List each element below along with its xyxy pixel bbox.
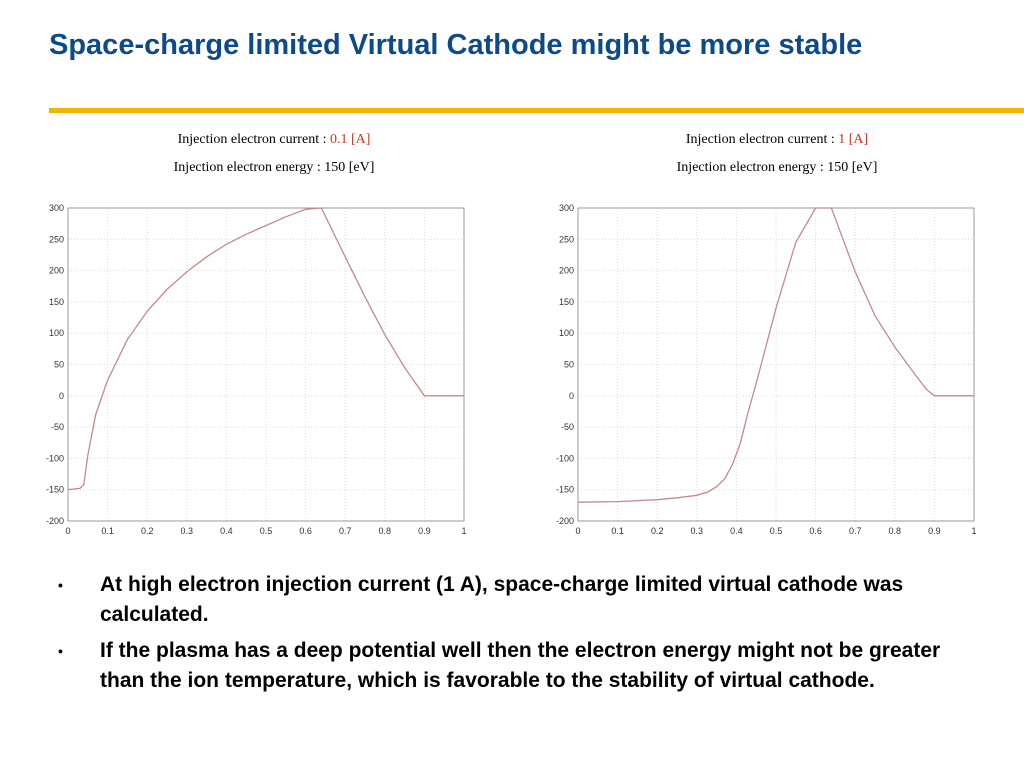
potential-line <box>67 207 464 491</box>
bullet-item-1: • At high electron injection current (1 A… <box>58 570 978 630</box>
y-tick-label: -200 <box>46 516 64 526</box>
right-current-value: 1 [A] <box>838 132 869 147</box>
x-tick-label: 0.4 <box>730 526 743 536</box>
y-tick-label: 300 <box>559 203 574 213</box>
y-tick-label: -150 <box>46 485 64 495</box>
y-tick-label: 100 <box>559 328 574 338</box>
y-tick-label: 100 <box>49 328 64 338</box>
y-tick-label: 50 <box>564 360 574 370</box>
x-tick-label: 0.6 <box>809 526 822 536</box>
y-tick-label: 50 <box>54 360 64 370</box>
x-tick-label: 0.8 <box>379 526 392 536</box>
y-tick-label: 200 <box>49 266 64 276</box>
y-tick-label: 250 <box>49 234 64 244</box>
y-tick-label: 250 <box>559 234 574 244</box>
left-current-value: 0.1 [A] <box>329 132 371 147</box>
x-tick-label: 0.3 <box>181 526 194 536</box>
potential-line <box>577 207 974 503</box>
bullet-list: • At high electron injection current (1 A… <box>58 570 978 702</box>
x-tick-label: 0 <box>575 526 580 536</box>
plot-frame <box>67 207 465 522</box>
left-potential-chart: 0 0.1 0.2 0.3 0.4 0.5 0.6 0.7 0.8 0.9 1 -200 -150 -10… <box>46 203 467 536</box>
bullet-text-1: At high electron injection current (1 A)… <box>100 573 904 626</box>
x-tick-label: 0.3 <box>691 526 704 536</box>
plot-frame <box>577 207 975 522</box>
left-current-caption: Injection electron current : 0.1 [A] <box>74 132 474 148</box>
x-tick-label: 0.9 <box>928 526 941 536</box>
x-tick-label: 0.4 <box>220 526 233 536</box>
x-tick-label: 0.1 <box>611 526 624 536</box>
slide-title: Space-charge limited Virtual Cathode mig… <box>49 29 863 61</box>
x-tick-label: 1 <box>971 526 976 536</box>
bullet-dot-icon: • <box>58 643 63 659</box>
x-tick-label: 1 <box>461 526 466 536</box>
left-current-label: Injection electron current : <box>177 132 330 147</box>
right-energy-caption: Injection electron energy : 150 [eV] <box>676 160 878 175</box>
left-energy-caption: Injection electron energy : 150 [eV] <box>173 160 375 175</box>
x-tick-label: 0.9 <box>418 526 431 536</box>
x-tick-label: 0.5 <box>260 526 273 536</box>
bullet-text-2: If the plasma has a deep potential well … <box>100 639 941 692</box>
x-tick-label: 0.6 <box>299 526 312 536</box>
y-tick-label: 0 <box>569 391 574 401</box>
x-tick-label: 0.8 <box>889 526 902 536</box>
y-tick-label: -50 <box>561 422 574 432</box>
y-tick-label: 0 <box>59 391 64 401</box>
x-tick-label: 0.7 <box>849 526 862 536</box>
y-tick-label: -100 <box>556 453 574 463</box>
title-underline <box>49 108 1024 113</box>
y-tick-label: -200 <box>556 516 574 526</box>
y-tick-label: 150 <box>49 297 64 307</box>
x-tick-label: 0 <box>65 526 70 536</box>
x-tick-label: 0.7 <box>339 526 352 536</box>
y-tick-label: 200 <box>559 266 574 276</box>
right-current-label: Injection electron current : <box>685 132 839 147</box>
y-tick-label: -100 <box>46 453 64 463</box>
x-tick-label: 0.5 <box>770 526 783 536</box>
x-tick-label: 0.2 <box>141 526 154 536</box>
y-tick-label: -50 <box>51 422 64 432</box>
y-tick-label: -150 <box>556 485 574 495</box>
y-tick-label: 300 <box>49 203 64 213</box>
bullet-dot-icon: • <box>58 577 63 593</box>
x-tick-label: 0.1 <box>101 526 114 536</box>
x-tick-label: 0.2 <box>651 526 664 536</box>
bullet-item-2: • If the plasma has a deep potential well… <box>58 636 978 696</box>
right-current-caption: Injection electron current : 1 [A] <box>577 132 977 148</box>
y-tick-label: 150 <box>559 297 574 307</box>
right-potential-chart: 0 0.1 0.2 0.3 0.4 0.5 0.6 0.7 0.8 0.9 1 -200 -150 -10… <box>556 203 977 536</box>
